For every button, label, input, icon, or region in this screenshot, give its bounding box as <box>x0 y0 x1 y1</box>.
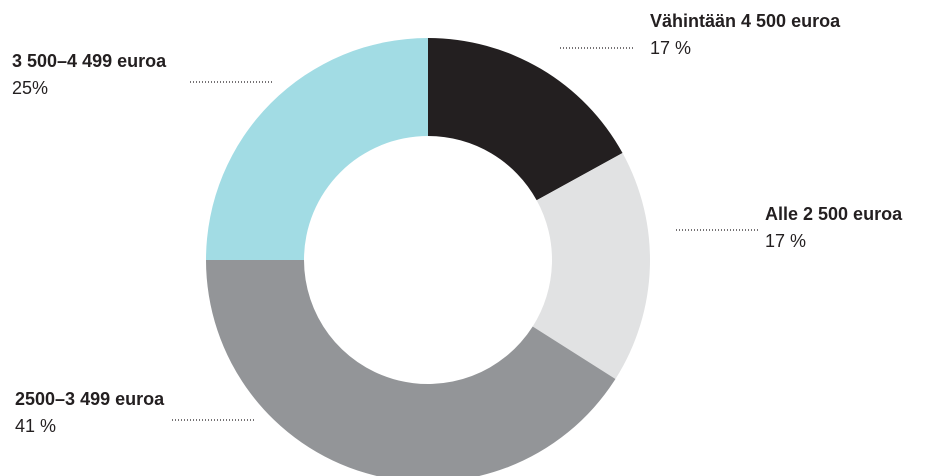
segment-value: 41 % <box>15 416 56 436</box>
segment-name: 3 500–4 499 euroa <box>12 51 167 71</box>
donut-segment <box>532 153 650 379</box>
segment-value: 25% <box>12 78 48 98</box>
donut-segment <box>428 38 623 201</box>
donut-segment <box>206 38 428 260</box>
segment-name: Alle 2 500 euroa <box>765 204 903 224</box>
donut-segment <box>206 260 616 476</box>
segment-value: 17 % <box>650 38 691 58</box>
segment-name: Vähintään 4 500 euroa <box>650 11 841 31</box>
segment-value: 17 % <box>765 231 806 251</box>
segment-name: 2500–3 499 euroa <box>15 389 165 409</box>
